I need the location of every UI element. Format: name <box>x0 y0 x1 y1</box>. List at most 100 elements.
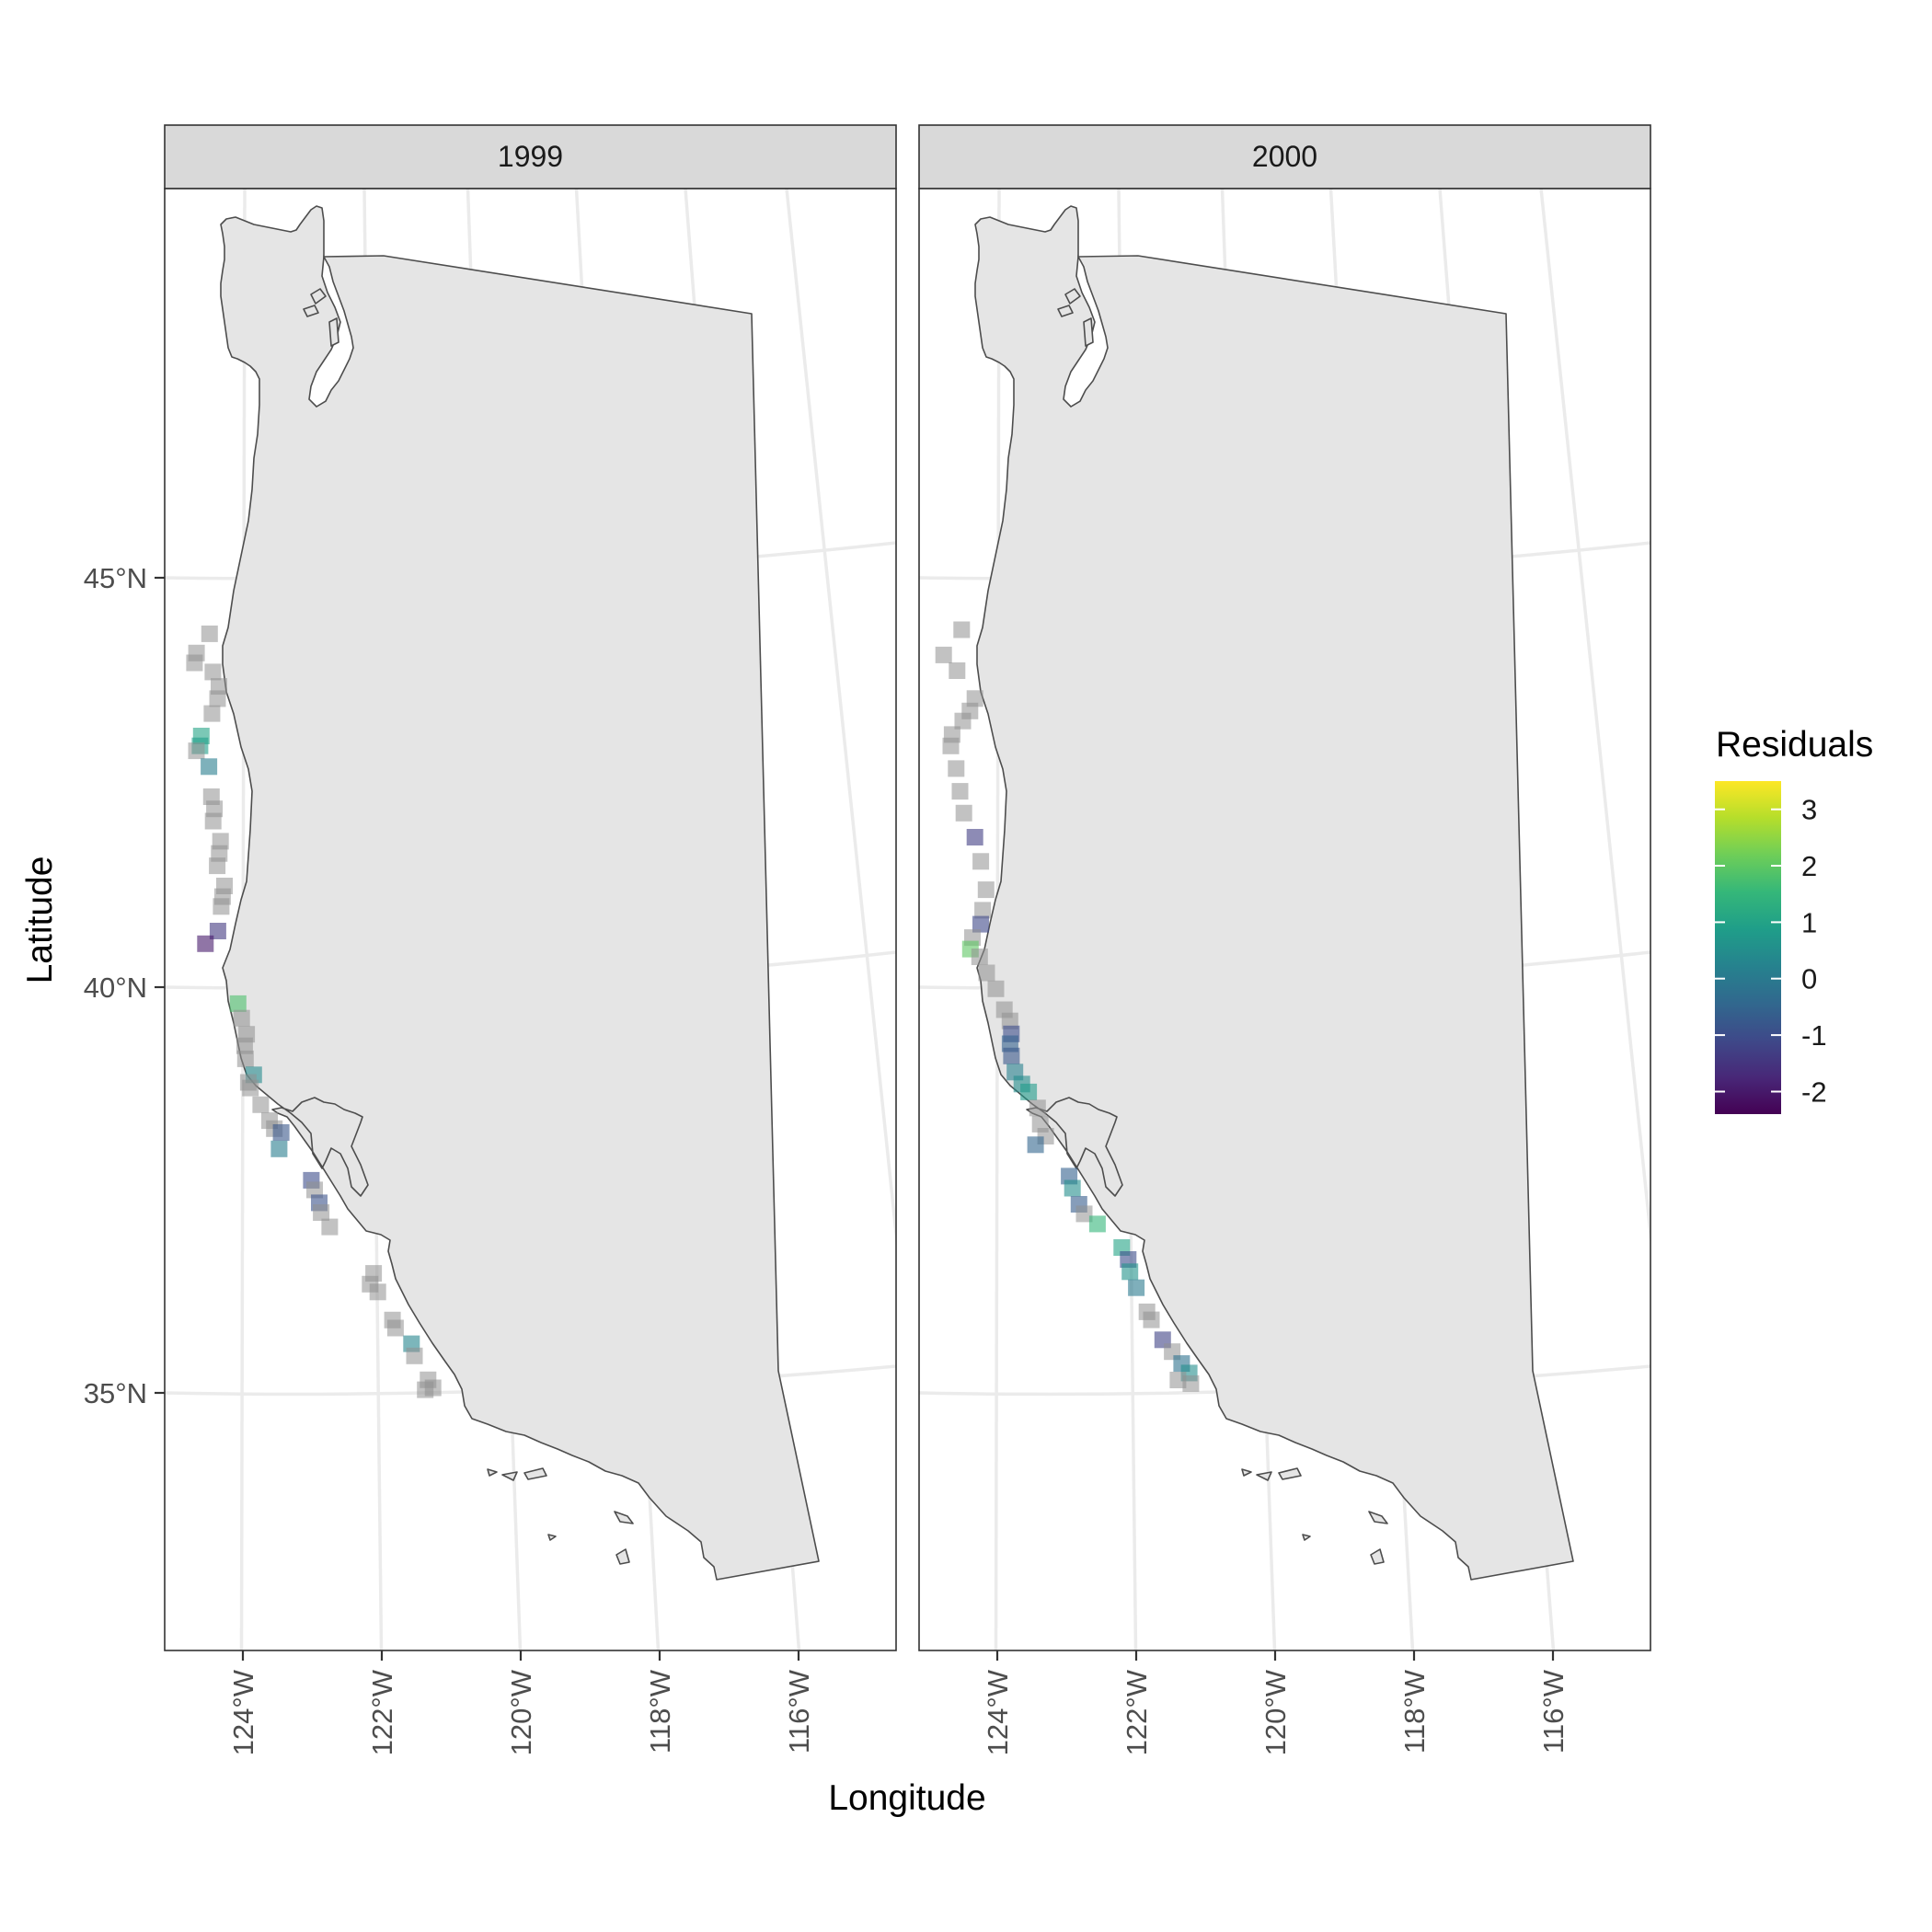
facet-strip-label-2000: 2000 <box>1252 140 1317 173</box>
residual-point <box>406 1347 423 1364</box>
y-tick-label-40: 40°N <box>84 972 147 1004</box>
facet-panel-2000: 2000 <box>918 124 1651 1651</box>
channel-island-6 <box>1370 1548 1385 1565</box>
residual-point <box>1143 1311 1160 1328</box>
residual-point <box>951 783 969 800</box>
residual-point <box>1088 1215 1106 1233</box>
residual-point <box>972 915 989 933</box>
residual-point <box>1169 1372 1187 1388</box>
facet-strip-2000 <box>918 124 1651 190</box>
residual-point <box>369 1283 386 1301</box>
legend-label: 3 <box>1801 794 1817 826</box>
residual-point <box>242 1079 259 1097</box>
channel-island-5 <box>1368 1511 1388 1524</box>
x-tick-label-120-1999: 120°W <box>505 1669 537 1755</box>
y-tick-label-45: 45°N <box>84 562 147 594</box>
panel-border-2000 <box>918 188 1651 1651</box>
residual-point <box>1003 1047 1020 1064</box>
channel-island-2 <box>501 1471 518 1481</box>
puget-sound-island-2 <box>1057 305 1074 317</box>
x-axis-1999: 124°W 122°W 120°W 118°W 116°W <box>227 1650 815 1755</box>
x-tick-label-124-2000: 124°W <box>982 1669 1014 1755</box>
residual-point <box>313 1204 330 1221</box>
x-axis-2000: 124°W 122°W 120°W 118°W 116°W <box>982 1650 1570 1755</box>
channel-island-3 <box>523 1467 547 1480</box>
residual-point <box>197 935 214 952</box>
residual-point <box>204 663 222 681</box>
puget-sound-island-1 <box>1064 288 1081 305</box>
x-tick-label-120-2000: 120°W <box>1259 1669 1292 1755</box>
legend-title: Residuals <box>1716 725 1873 765</box>
residual-point <box>229 995 247 1012</box>
residual-point <box>201 758 218 776</box>
residual-point <box>974 902 992 919</box>
residual-point <box>1128 1279 1145 1296</box>
legend-ticks: 3 2 1 0 -1 -2 <box>1715 794 1827 1109</box>
residual-point <box>987 980 1005 997</box>
residual-point <box>417 1381 434 1398</box>
channel-island-2 <box>1256 1471 1272 1481</box>
residual-point <box>1001 1012 1018 1029</box>
residual-point <box>942 737 960 754</box>
residual-point <box>1020 1083 1038 1100</box>
channel-island-5 <box>614 1511 634 1524</box>
residual-point <box>966 829 983 845</box>
facet-strip-label-1999: 1999 <box>498 140 563 173</box>
y-axis-title: Latitude <box>20 857 60 984</box>
residual-point <box>1075 1205 1093 1223</box>
residual-point <box>186 654 203 672</box>
x-axis-title: Longitude <box>828 1778 985 1818</box>
residual-point <box>213 898 230 915</box>
residual-point <box>971 949 988 965</box>
residual-point <box>949 662 966 679</box>
legend-label: -2 <box>1801 1076 1827 1109</box>
residual-point <box>1121 1263 1139 1281</box>
legend-label: 0 <box>1801 963 1817 995</box>
x-tick-label-122-1999: 122°W <box>366 1669 398 1755</box>
x-tick-label-118-1999: 118°W <box>644 1669 676 1754</box>
residual-point <box>201 625 218 642</box>
legend-label: -1 <box>1801 1019 1827 1052</box>
legend-label: 1 <box>1801 906 1817 938</box>
residual-point <box>236 1050 254 1067</box>
facet-strip-1999 <box>164 124 897 190</box>
legend: Residuals 3 2 1 0 -1 -2 <box>1715 725 1873 1114</box>
residual-point <box>955 804 972 822</box>
residual-point <box>272 1124 290 1141</box>
points-1999 <box>186 625 442 1398</box>
residual-point <box>209 690 226 707</box>
puget-sound-island-3 <box>328 317 339 347</box>
channel-island-4 <box>1302 1534 1311 1541</box>
west-coast-states-landmass <box>220 205 820 1581</box>
residual-point <box>209 857 226 875</box>
residual-point <box>236 1037 253 1054</box>
y-axis: 45°N 40°N 35°N <box>84 562 165 1409</box>
residual-point <box>972 853 990 870</box>
residual-point <box>386 1319 404 1337</box>
puget-sound-island-1 <box>310 288 327 305</box>
residual-point <box>978 964 995 982</box>
x-tick-label-124-1999: 124°W <box>227 1669 259 1755</box>
puget-sound-inlet <box>308 254 354 408</box>
residual-point <box>204 812 222 830</box>
puget-sound-island-3 <box>1083 317 1094 347</box>
residual-point <box>270 1140 288 1157</box>
residual-point <box>233 1009 250 1027</box>
channel-island-1 <box>487 1468 498 1477</box>
residual-point <box>203 705 221 722</box>
channel-island-4 <box>547 1534 557 1541</box>
puget-sound-inlet <box>1063 254 1109 408</box>
channel-island-6 <box>615 1548 630 1565</box>
channel-island-1 <box>1241 1468 1252 1477</box>
residual-point <box>935 646 952 663</box>
x-tick-label-116-1999: 116°W <box>783 1669 815 1754</box>
x-tick-label-118-2000: 118°W <box>1398 1669 1431 1754</box>
y-tick-label-35: 35°N <box>84 1377 147 1409</box>
legend-colorbar <box>1715 781 1781 1114</box>
residual-point <box>321 1218 339 1236</box>
channel-island-3 <box>1278 1467 1302 1480</box>
residual-point <box>188 742 205 760</box>
land-1999 <box>220 205 820 1581</box>
points-2000 <box>935 621 1200 1392</box>
panel-border-1999 <box>164 188 897 1651</box>
